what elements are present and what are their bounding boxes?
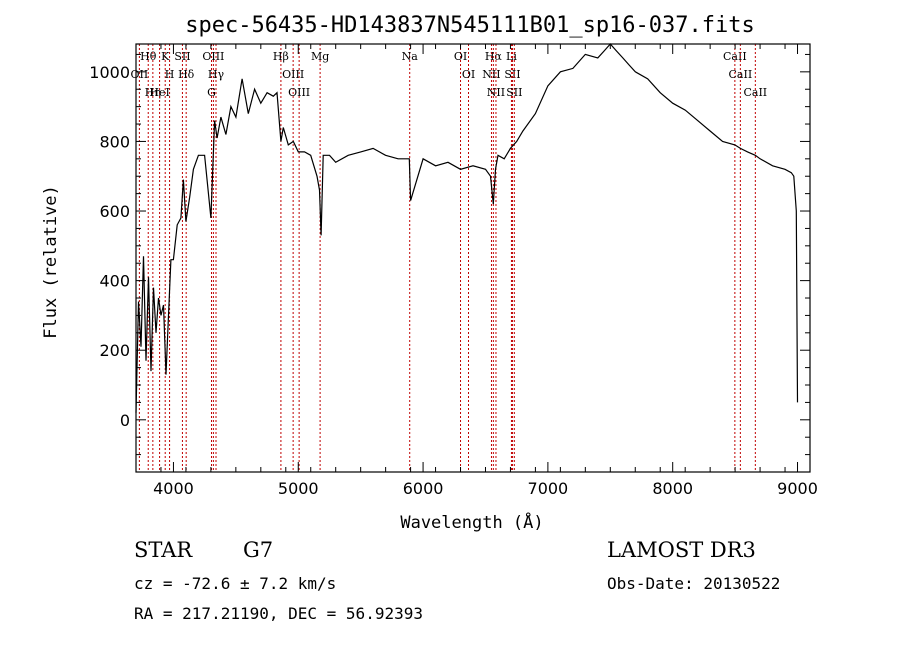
spectral-line-label: CaII <box>743 86 767 99</box>
y-tick-label: 800 <box>99 132 130 151</box>
survey-name: LAMOST DR3 <box>607 538 756 562</box>
spectral-line-label: OIII <box>202 50 224 63</box>
y-tick-label: 400 <box>99 272 130 291</box>
y-tick-label: 200 <box>99 341 130 360</box>
x-axis-label: Wavelength (Å) <box>400 511 543 533</box>
x-tick-label: 9000 <box>777 479 818 498</box>
coordinates-text: RA = 217.21190, DEC = 56.92393 <box>134 604 423 623</box>
spectral-line-label: OIII <box>282 68 304 81</box>
spectral-line-label: NII <box>487 86 505 99</box>
x-tick-label: 6000 <box>403 479 444 498</box>
y-tick-label: 600 <box>99 202 130 221</box>
object-class: STAR <box>134 538 193 562</box>
spectral-line-label: Hβ <box>273 50 289 63</box>
spectral-line-label: SII <box>174 50 190 63</box>
spectral-line-label: Li <box>506 50 517 63</box>
chart-title: spec-56435-HD143837N545111B01_sp16-037.f… <box>185 13 755 38</box>
spectral-line-label: Na <box>402 50 419 63</box>
spectral-line-label: Hη <box>145 86 161 99</box>
spectral-line-label: Hδ <box>178 68 195 81</box>
spectral-line-label: G <box>207 86 216 99</box>
spectral-line-label: OIII <box>288 86 310 99</box>
spectral-line-label: Hγ <box>208 68 225 81</box>
spectral-line-label: NII <box>482 68 500 81</box>
y-axis-label: Flux (relative) <box>41 185 61 339</box>
spectral-line-label: HeI <box>149 86 169 99</box>
spectral-line-label: Hθ <box>140 50 157 63</box>
spectral-line-label: K <box>161 50 170 63</box>
spectral-line-label: CaII <box>723 50 747 63</box>
spectrum-series-line <box>135 43 799 413</box>
y-tick-label: 1000 <box>89 63 130 82</box>
spectral-line-label: OI <box>454 50 467 63</box>
spectral-line-label: Hα <box>485 50 503 63</box>
plot-frame <box>135 43 811 473</box>
spectral-line-label: CaII <box>729 68 753 81</box>
x-tick-label: 8000 <box>652 479 693 498</box>
spectral-line-label: OI <box>462 68 475 81</box>
x-tick-label: 7000 <box>528 479 569 498</box>
redshift-text: cz = -72.6 ± 7.2 km/s <box>134 574 337 593</box>
spectral-line-label: H <box>165 68 175 81</box>
spectral-line-label: OII <box>131 68 149 81</box>
y-tick-label: 0 <box>120 411 130 430</box>
x-tick-label: 4000 <box>153 479 194 498</box>
obs-date-text: Obs-Date: 20130522 <box>607 574 781 593</box>
spectral-line-label: Mg <box>311 50 329 63</box>
x-tick-label: 5000 <box>278 479 319 498</box>
axis-ticks-layer: 4000 5000 6000 7000 8000 9000 0 200 400 600 800 100… <box>89 44 818 498</box>
spectral-line-label: SII <box>504 68 520 81</box>
object-subclass: G7 <box>243 538 274 562</box>
spectral-line-label: SII <box>506 86 522 99</box>
